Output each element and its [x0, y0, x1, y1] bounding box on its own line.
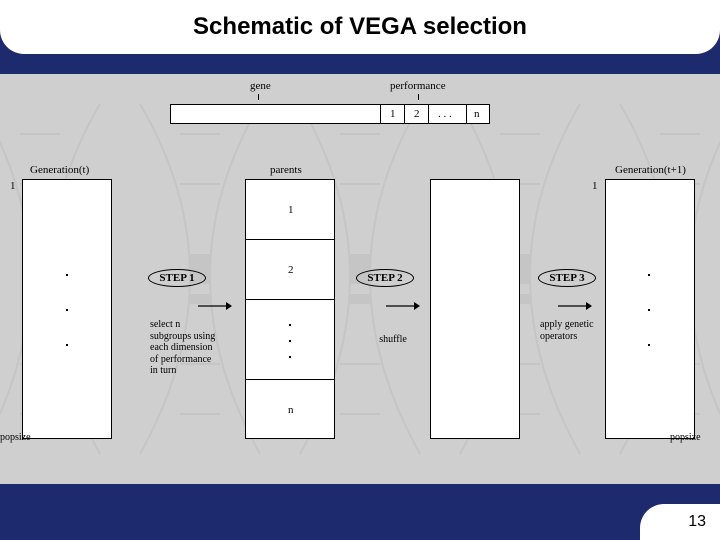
parents-div-1: [245, 239, 335, 240]
gen-t-popsize: popsize: [0, 432, 31, 443]
step-3-label: STEP 3: [549, 272, 584, 284]
cell-dots: . . .: [438, 108, 452, 120]
gen-t1-header: Generation(t+1): [615, 164, 686, 176]
cell-n: n: [474, 108, 480, 120]
step-2-desc: shuffle: [368, 334, 418, 346]
gen-t-dot-3: [66, 344, 68, 346]
parents-header: parents: [270, 164, 302, 176]
gen-t-dot-2: [66, 309, 68, 311]
cell-2: 2: [414, 108, 420, 120]
step-2-ellipse: STEP 2: [356, 269, 414, 287]
performance-tick: [418, 94, 419, 100]
step-2-arrow: [386, 300, 420, 312]
title-bar: Schematic of VEGA selection: [0, 0, 720, 54]
bar-divider-2: [428, 104, 429, 124]
parents-dot-3: [289, 356, 291, 358]
bar-divider-1: [404, 104, 405, 124]
parents-sub-1: 1: [288, 204, 294, 216]
gen-t-dot-1: [66, 274, 68, 276]
gen-t1-popsize: popsize: [670, 432, 701, 443]
gen-t1-dot-3: [648, 344, 650, 346]
step-2-label: STEP 2: [367, 272, 402, 284]
gen-t-header: Generation(t): [30, 164, 89, 176]
gen-t-index-1: 1: [10, 180, 16, 192]
step-1-ellipse: STEP 1: [148, 269, 206, 287]
shuffled-column: [430, 179, 520, 439]
diagram-panel: gene performance 1 2 . . . n Generation(…: [0, 74, 720, 484]
parents-sub-n: n: [288, 404, 294, 416]
bar-divider-main: [380, 104, 381, 124]
step-3-desc: apply genetic operators: [540, 319, 600, 342]
gen-t1-dot-2: [648, 309, 650, 311]
bar-divider-3: [466, 104, 467, 124]
step-3-ellipse: STEP 3: [538, 269, 596, 287]
parents-dot-1: [289, 324, 291, 326]
parents-div-3: [245, 379, 335, 380]
step-3-arrow: [558, 300, 592, 312]
page-number-box: 13: [640, 504, 720, 540]
gene-label: gene: [250, 80, 271, 92]
gene-tick: [258, 94, 259, 100]
performance-label: performance: [390, 80, 446, 92]
parents-sub-2: 2: [288, 264, 294, 276]
step-1-label: STEP 1: [159, 272, 194, 284]
page-number: 13: [688, 513, 706, 531]
parents-div-2: [245, 299, 335, 300]
gen-t1-dot-1: [648, 274, 650, 276]
parents-column: [245, 179, 335, 439]
parents-dot-2: [289, 340, 291, 342]
gen-t1-index-1: 1: [592, 180, 598, 192]
cell-1: 1: [390, 108, 396, 120]
step-1-arrow: [198, 300, 232, 312]
slide-title: Schematic of VEGA selection: [193, 13, 527, 41]
vega-schematic: gene performance 1 2 . . . n Generation(…: [0, 74, 720, 484]
step-1-desc: select n subgroups using each dimension …: [150, 319, 220, 377]
gen-t1-column: [605, 179, 695, 439]
